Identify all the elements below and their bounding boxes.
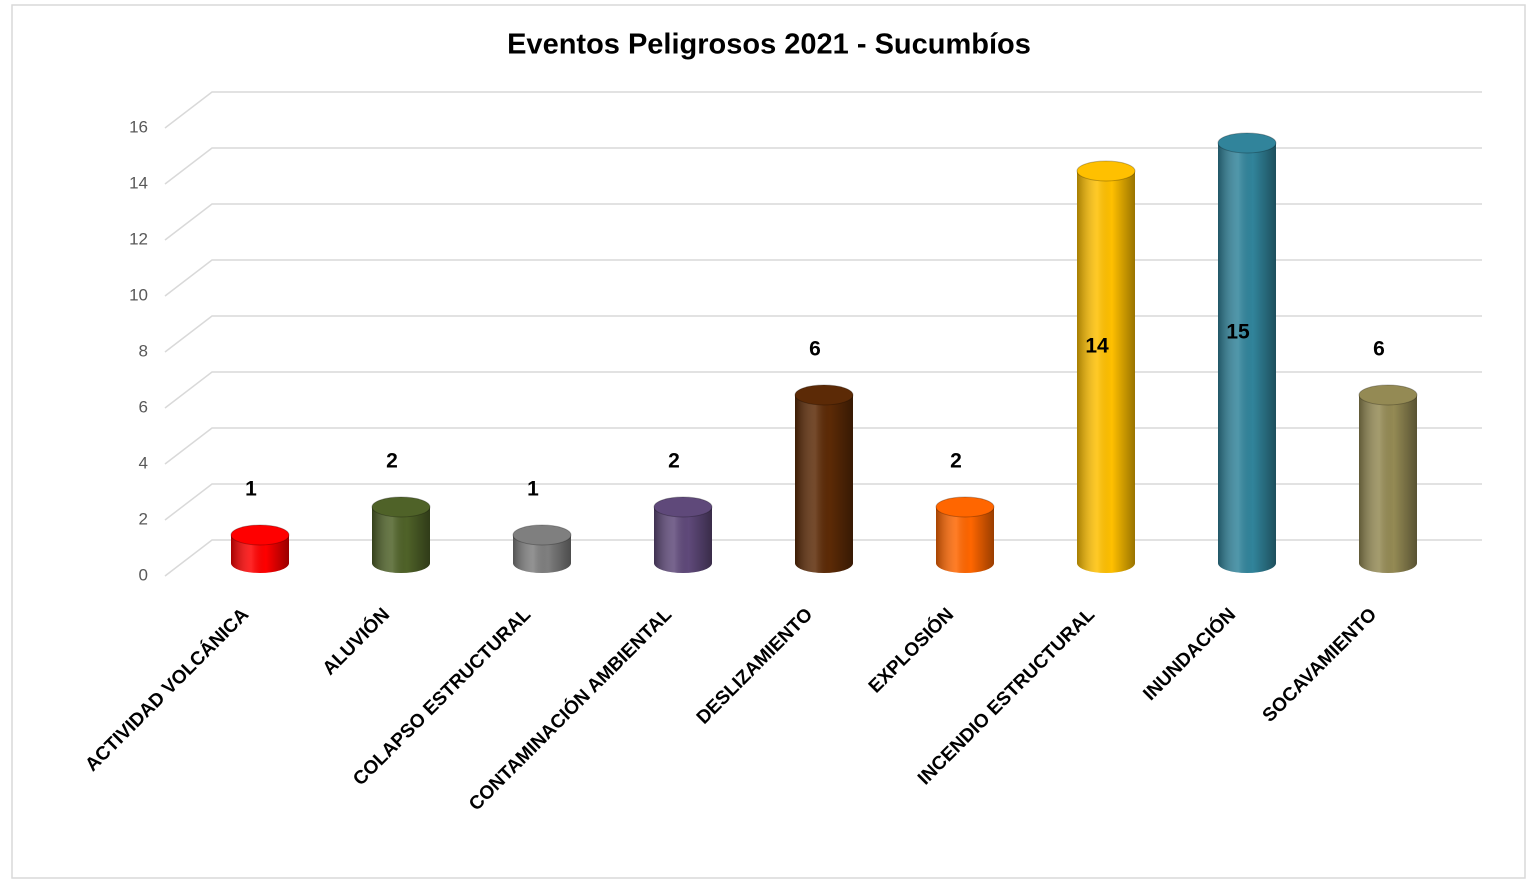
data-label: 6 [809, 338, 821, 361]
grid-line [164, 427, 1482, 465]
chart-title: Eventos Peligrosos 2021 - Sucumbíos [507, 29, 1031, 61]
data-label: 1 [245, 478, 257, 501]
bar-shade [1218, 143, 1276, 563]
data-label: 1 [527, 478, 539, 501]
grid-line [164, 315, 1482, 353]
bar-cap [1076, 160, 1136, 182]
bar-cap [512, 524, 572, 546]
y-tick-label: 14 [129, 173, 148, 192]
data-label: 2 [950, 450, 962, 473]
grid-line [164, 203, 1482, 241]
bar-cap [371, 496, 431, 518]
y-tick-label: 4 [139, 453, 148, 472]
y-tick-label: 8 [139, 341, 148, 360]
data-label: 2 [668, 450, 680, 473]
grid-line [164, 147, 1482, 185]
bar-shade [795, 395, 853, 563]
bar-cap [935, 496, 995, 518]
bar-cap [794, 384, 854, 406]
grid-line [164, 539, 1482, 577]
y-tick-label: 0 [139, 565, 148, 584]
data-label: 2 [386, 450, 398, 473]
data-label: 6 [1373, 338, 1385, 361]
y-tick-label: 6 [139, 397, 148, 416]
bar-shade [1077, 171, 1135, 563]
grid-line [164, 259, 1482, 297]
bar-cap [653, 496, 713, 518]
y-tick-label: 2 [139, 509, 148, 528]
chart-frame [11, 4, 1526, 879]
y-tick-label: 10 [129, 285, 148, 304]
bar-shade [1359, 395, 1417, 563]
data-label: 15 [1226, 321, 1250, 344]
bar-cap [1358, 384, 1418, 406]
grid-line [164, 91, 1482, 129]
bar-cap [230, 524, 290, 546]
grid-line [164, 371, 1482, 409]
y-tick-label: 12 [129, 229, 148, 248]
data-label: 14 [1085, 335, 1109, 358]
bar-cap [1217, 132, 1277, 154]
y-tick-label: 16 [129, 117, 148, 136]
grid-line [164, 483, 1482, 521]
